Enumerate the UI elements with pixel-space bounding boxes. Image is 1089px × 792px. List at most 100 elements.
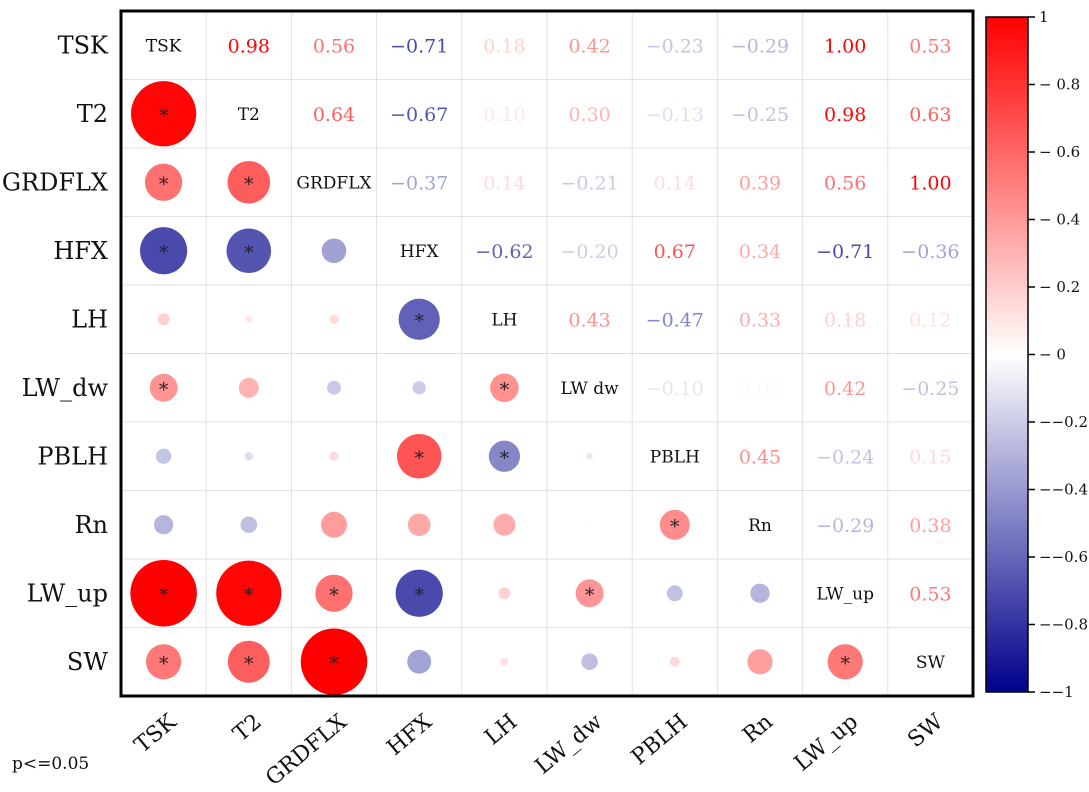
column-label: LH <box>480 709 522 750</box>
correlation-value: 0.45 <box>739 446 781 468</box>
correlation-value: −0.20 <box>560 241 618 263</box>
row-label: LW_dw <box>22 374 109 402</box>
correlation-value: 0.15 <box>909 446 951 468</box>
correlation-value: 1.00 <box>909 172 951 194</box>
row-label: PBLH <box>37 442 108 470</box>
diagonal-label: SW <box>916 653 946 673</box>
significance-star: * <box>414 447 424 469</box>
correlation-value: −0.71 <box>816 241 874 263</box>
correlation-circle <box>245 315 253 323</box>
correlation-circle <box>226 228 272 274</box>
correlation-circle <box>144 163 183 201</box>
correlation-value: 0.53 <box>909 35 951 57</box>
colorbar-tick-label: − 0.8 <box>1039 76 1080 94</box>
significance-star: * <box>585 584 595 606</box>
diagonal-label: TSK <box>146 36 182 56</box>
correlation-value: 0.64 <box>313 104 355 126</box>
significance-star: * <box>244 173 254 195</box>
correlation-value: 0.39 <box>739 172 781 194</box>
significance-star: * <box>500 379 510 401</box>
significance-star: * <box>159 242 169 264</box>
correlation-value: −0.67 <box>390 104 448 126</box>
colorbar-tick-label: −−0.8 <box>1039 616 1088 634</box>
diagonal-label: HFX <box>400 242 440 262</box>
matrix-cells: TSK 0.98 0.56 −0.71 0.18 0.42 −0.23 −0.29 1.00 0.… <box>130 35 960 695</box>
significance-star: * <box>159 379 169 401</box>
diagonal-label: PBLH <box>650 447 700 467</box>
row-label: T2 <box>77 100 108 128</box>
correlation-value: −0.36 <box>901 241 959 263</box>
diagonal-label: LW dw <box>561 379 620 399</box>
correlation-circle <box>669 656 680 667</box>
significance-star: * <box>329 584 339 606</box>
correlation-value: 1.00 <box>824 35 866 57</box>
correlation-value: 0.38 <box>909 515 951 537</box>
diagonal-label: LW_up <box>816 584 874 604</box>
correlation-circle <box>327 380 341 395</box>
colorbar-gradient <box>985 16 1029 693</box>
correlation-circle <box>139 227 188 275</box>
correlation-circle <box>398 298 440 340</box>
correlation-value: 0.14 <box>483 172 525 194</box>
row-label: LH <box>71 305 108 333</box>
significance-star: * <box>159 173 169 195</box>
significance-star: * <box>670 516 680 538</box>
column-label: SW <box>903 709 948 753</box>
correlation-value: 0.30 <box>568 104 610 126</box>
correlation-value: 0.98 <box>824 104 866 126</box>
correlation-circle <box>488 440 521 472</box>
correlation-value: −0.47 <box>646 309 704 331</box>
column-label: GRDFLX <box>261 709 352 791</box>
diagonal-label: GRDFLX <box>296 173 372 193</box>
colorbar-tick-label: −−0.4 <box>1039 481 1088 499</box>
row-label: TSK <box>58 31 109 59</box>
correlation-value: 0.67 <box>654 241 696 263</box>
correlation-value: −0.71 <box>390 35 448 57</box>
correlation-value: −0.10 <box>646 378 704 400</box>
plot-frame <box>119 9 975 698</box>
correlation-circle <box>155 448 172 464</box>
correlation-circle <box>216 560 282 626</box>
correlation-circle <box>407 649 432 674</box>
correlation-circle <box>329 451 339 461</box>
correlation-value: 0.63 <box>909 104 951 126</box>
correlation-circle <box>157 313 170 326</box>
correlation-value: 0.18 <box>824 309 866 331</box>
correlation-circle <box>395 569 443 617</box>
colorbar: 1 − 0.8 − 0.6 − 0.4 − 0.2 − 0 −−0.2 −−0.4 −−0.6 −… <box>985 8 1088 701</box>
correlation-circle <box>500 657 509 666</box>
diagonal-label: LH <box>491 310 517 330</box>
significance-star: * <box>414 310 424 332</box>
grid-lines <box>121 11 973 696</box>
correlation-value: 0.10 <box>483 104 525 126</box>
correlation-value: 0.53 <box>909 583 951 605</box>
diagonal-label: T2 <box>238 105 260 125</box>
correlation-value: 0.56 <box>313 35 355 57</box>
correlation-circle <box>315 574 353 612</box>
correlation-circle <box>240 516 258 534</box>
correlation-circle <box>827 644 863 680</box>
correlation-circle <box>490 373 519 403</box>
colorbar-tick-label: −−0.6 <box>1039 548 1088 566</box>
correlation-value: −0.13 <box>646 104 704 126</box>
correlation-circle <box>149 373 178 402</box>
correlation-circle <box>227 640 270 683</box>
correlation-circle <box>244 451 254 461</box>
correlation-circle <box>300 628 368 695</box>
column-label: LW_up <box>790 709 863 776</box>
correlation-value: −0.25 <box>901 378 959 400</box>
column-label: LW_dw <box>531 709 608 779</box>
significance-star: * <box>159 653 169 675</box>
correlation-circle <box>131 81 197 147</box>
correlation-value: 0.18 <box>483 35 525 57</box>
correlation-value: 0.33 <box>739 309 781 331</box>
correlation-value: 0.03 <box>739 378 781 400</box>
correlation-circle <box>329 314 339 324</box>
significance-star: * <box>244 584 254 606</box>
correlation-value: 0.42 <box>568 35 610 57</box>
correlation-circle <box>321 238 347 264</box>
column-label: T2 <box>229 709 267 747</box>
correlation-circle <box>575 579 604 608</box>
colorbar-tick-label: − 0.4 <box>1039 211 1080 229</box>
correlation-circle <box>659 509 690 540</box>
